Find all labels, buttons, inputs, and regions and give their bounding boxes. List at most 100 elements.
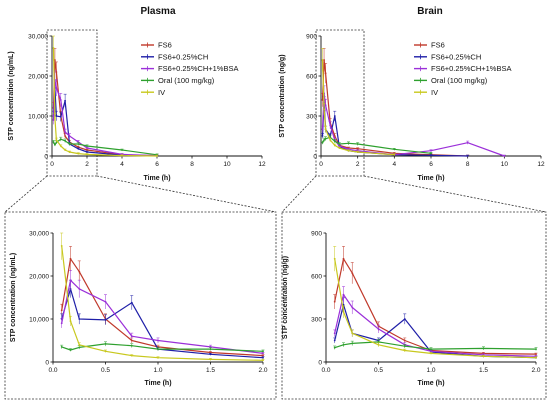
brain-zoom-fs6-0-25-ch-line (334, 304, 537, 359)
plasma-zoom-fs6-point (60, 309, 63, 312)
plasma-zoom-series-fs6 (60, 246, 265, 357)
brain-main-iv-point (347, 149, 350, 152)
brain-zoom-fs6-0-25-ch-1-bsa-line (334, 294, 537, 357)
legend-entry-fs6-0-25-ch-1-bsa: FS6+0.25%CH+1%BSA (431, 64, 511, 73)
brain-main-x-tick-label: 2 (356, 161, 360, 168)
plasma-main-oral-100-mg-kg-point (54, 143, 56, 146)
brain-zoom-fs6-0-25-ch-1-bsa-point (333, 332, 336, 335)
brain-main-oral-100-mg-kg-point (324, 137, 327, 140)
brain-main-iv-point (338, 147, 341, 149)
plasma-zoom-fs6-0-25-ch-point (130, 301, 133, 304)
brain-main-oral-100-mg-kg-point (347, 142, 350, 145)
brain-main-fs6-point (323, 59, 325, 61)
plasma-main-y-tick-label: 0 (44, 153, 48, 160)
brain-legend: FS6 FS6+0.25%CH FS6+0.25%CH+1%BSA Oral (100… (414, 41, 511, 97)
plasma-zoom-x-tick-label: 2.0 (258, 367, 267, 374)
plasma-main-iv-point (86, 153, 88, 156)
brain-main-oral-100-mg-kg-point (393, 148, 396, 151)
plasma-zoom-y-tick-label: 0 (45, 359, 49, 366)
brain-main-x-tick-label: 6 (429, 161, 433, 168)
brain-main-y-tick-label: 300 (306, 113, 317, 120)
brain-zoom-iv-point (342, 310, 345, 313)
brain-zoom-series-iv (333, 246, 538, 359)
brain-zoom-fs6-0-25-ch-point (333, 339, 336, 342)
plasma-zoom-iv-point (104, 350, 107, 353)
brain-main-oral-100-mg-kg-point (356, 143, 359, 145)
plasma-main-oral-100-mg-kg-point (55, 141, 58, 144)
plasma-main-x-tick-label: 4 (120, 161, 124, 168)
brain-zoom-x-tick-label: 2.0 (531, 367, 540, 374)
brain-main-fs6-0-25-ch-1-bsa-point (503, 155, 506, 157)
plasma-main-iv-point (52, 47, 55, 49)
plasma-main-oral-100-mg-kg-line (52, 138, 158, 156)
brain-zoom-oral-100-mg-kg-point (333, 346, 336, 349)
plasma-main-fs6-0-25-ch-1-bsa-point (59, 99, 62, 101)
plasma-main-oral-100-mg-kg-point (77, 143, 80, 145)
brain-main-fs6-point (333, 135, 336, 137)
brain-main-iv-point (393, 153, 396, 156)
plasma-main-fs6-0-25-ch-1-bsa-line (52, 79, 158, 157)
brain-zoom-x-axis-label: Time (h) (417, 380, 444, 387)
brain-zoom-x-tick-label: 1.0 (426, 367, 435, 374)
brain-main-series-fs6-0-25-ch-1-bsa (321, 85, 506, 157)
plasma-zoom-region (46, 29, 98, 177)
charts: Plasma 0 2 4 6 8 10 12 0 10,000 20,000 30,000 Time (… (8, 6, 545, 387)
plasma-zoom-fs6-point (130, 339, 133, 342)
brain-zoom-iv-point (377, 343, 380, 346)
brain-main-oral-100-mg-kg-point (333, 140, 336, 143)
plasma-zoom-fs6-0-25-ch-point (209, 353, 212, 356)
plasma-zoom-oral-100-mg-kg-point (104, 343, 107, 345)
brain-main-iv-point (321, 59, 324, 61)
plasma-main-fs6-0-25-ch-1-bsa-point (86, 147, 88, 149)
brain-main-fs6-0-25-ch-1-bsa-point (329, 124, 332, 127)
legend-entry-iv: IV (158, 88, 165, 97)
brain-zoom-fs6-0-25-ch-point (342, 303, 345, 306)
legend-entry-oral-100-mg-kg: Oral (100 mg/kg) (158, 76, 215, 85)
plasma-main-series-fs6-0-25-ch (51, 79, 159, 157)
plasma-zoom-iv-point (69, 320, 72, 322)
brain-zoom-iv-point (403, 349, 406, 352)
plasma-main-title: Plasma (140, 6, 175, 17)
plasma-zoom-frame (4, 211, 277, 400)
brain-main-x-tick-label: 0 (319, 161, 323, 168)
plasma-zoom-x-axis-label: Time (h) (144, 380, 171, 387)
brain-zoom-oral-100-mg-kg-point (403, 345, 406, 348)
plasma-zoom-fs6-0-25-ch-1-bsa-point (78, 288, 81, 290)
brain-zoom-fs6-point (351, 272, 354, 274)
brain-main-fs6-0-25-ch-1-bsa-point (321, 128, 324, 131)
brain-main-iv-point (329, 139, 332, 141)
plasma-main-iv-line (52, 47, 158, 157)
brain-zoom-frame (281, 211, 547, 400)
brain-zoom-fs6-point (535, 353, 537, 355)
plasma-main-fs6-0-25-ch-point (64, 99, 66, 102)
plasma-zoom-fs6-point (69, 257, 72, 260)
plasma-main-x-tick-label: 6 (155, 161, 159, 168)
plasma-main-series-fs6-0-25-ch-1-bsa (51, 70, 159, 157)
plasma-zoom-x-tick-label: 0.0 (48, 367, 57, 374)
brain-main-oral-100-mg-kg-point (321, 141, 324, 144)
brain-zoom-fs6-0-25-ch-1-bsa-point (351, 306, 354, 309)
brain-main-x-axis-label: Time (h) (417, 175, 444, 182)
plasma-zoom-iv-point (60, 245, 63, 247)
brain-zoom-iv-point (535, 356, 537, 359)
plasma-zoom-fs6-0-25-ch-point (104, 319, 107, 321)
plasma-main-iv-point (68, 151, 71, 153)
plasma-main-series-iv (51, 35, 159, 157)
plasma-zoom-fs6-0-25-ch-1-bsa-line (61, 279, 264, 354)
plasma-main-fs6-0-25-ch-1-bsa-point (64, 131, 66, 133)
brain-main-x-tick-label: 12 (537, 161, 545, 168)
brain-main-y-axis-label: STP concentration (ng/g) (279, 54, 286, 137)
brain-main-fs6-line (321, 59, 468, 157)
plasma-main-oral-100-mg-kg-point (121, 149, 123, 151)
plasma-zoom-oral-100-mg-kg-point (60, 346, 63, 348)
legend-entry-fs6-0-25-ch: FS6+0.25%CH (431, 52, 481, 61)
brain-main-fs6-0-25-ch-1-bsa-point (466, 141, 469, 144)
plasma-main-iv-point (156, 155, 158, 157)
plasma-main-fs6-line (52, 59, 158, 157)
plasma-zoom-fs6-0-25-ch-1-bsa-point (130, 335, 133, 338)
plasma-zoom-fs6-0-25-ch-1-bsa-point (60, 322, 63, 325)
plasma-main-fs6-point (64, 135, 66, 137)
brain-zoom-oral-100-mg-kg-point (535, 348, 537, 350)
brain-zoom-oral-100-mg-kg-line (334, 341, 537, 350)
plasma-zoom-iv-point (130, 354, 133, 357)
